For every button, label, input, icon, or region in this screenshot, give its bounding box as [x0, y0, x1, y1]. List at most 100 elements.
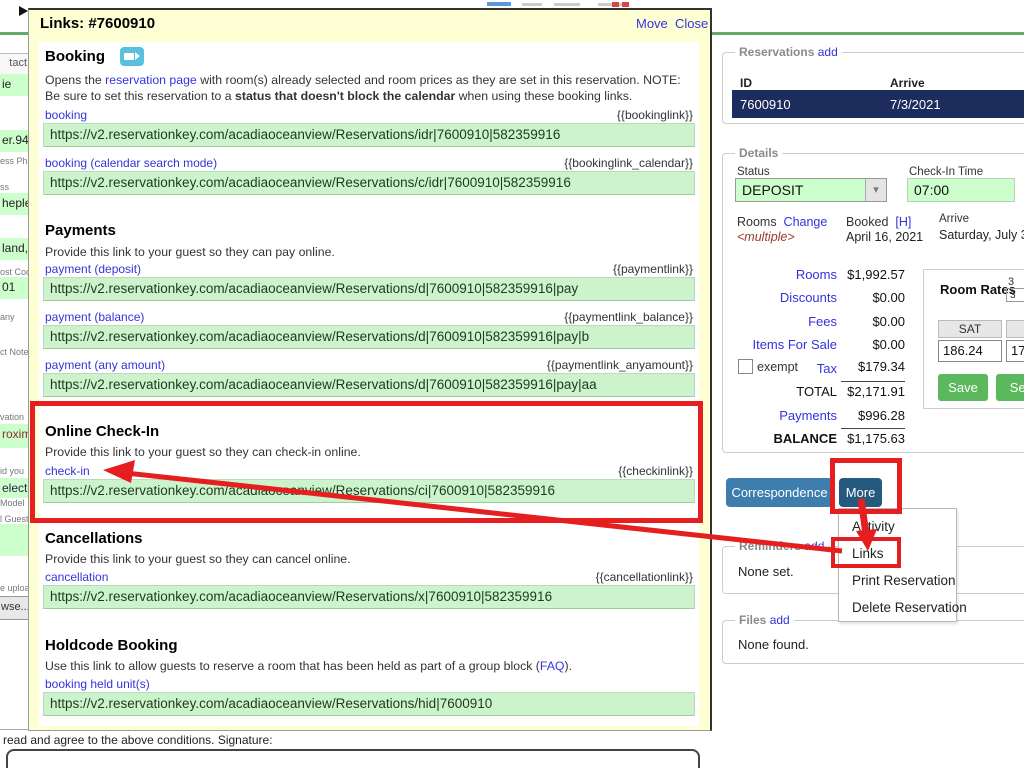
form-label-fragment: vation: [0, 412, 25, 422]
checkin-time-input[interactable]: 07:00: [907, 178, 1015, 202]
form-label-fragment: id you: [0, 466, 25, 476]
financial-tax-value: $179.34: [858, 359, 905, 374]
signature-box[interactable]: [6, 749, 700, 768]
modal-close-link[interactable]: Close: [675, 16, 709, 31]
total-divider-line: [841, 381, 905, 382]
checkin-placeholder: {{checkinlink}}: [618, 464, 693, 478]
room-rates-set-button[interactable]: Set R: [996, 374, 1024, 401]
financial-discounts-value: $0.00: [872, 290, 905, 305]
cancellation-url-field[interactable]: https://v2.reservationkey.com/acadiaocea…: [43, 585, 695, 609]
booking-held-link[interactable]: booking held unit(s): [45, 677, 150, 691]
chevron-down-icon: ▾: [873, 184, 879, 196]
checkin-url-field[interactable]: https://v2.reservationkey.com/acadiaocea…: [43, 479, 695, 503]
camera-lens-icon: [135, 52, 140, 60]
rooms-multiple-value: <multiple>: [737, 230, 795, 244]
cancellations-description: Provide this link to your guest so they …: [45, 552, 351, 566]
room-rates-nights: 3: [1008, 276, 1015, 288]
tax-exempt-label: exempt: [757, 360, 798, 374]
room-rates-card: Room Rates 3 3 SAT S 186.24 176. Save Se…: [923, 269, 1024, 409]
cancellation-link[interactable]: cancellation: [45, 570, 109, 584]
booking-description: Opens the reservation page with room(s) …: [45, 73, 681, 103]
payment-balance-url-field[interactable]: https://v2.reservationkey.com/acadiaocea…: [43, 325, 695, 349]
financial-rooms-value: $1,992.57: [847, 267, 905, 282]
top-toolbar-fragment-red2: [622, 2, 629, 7]
reservations-panel: Reservations add ID Arrive 7600910 7/3/2…: [722, 45, 1024, 124]
booking-calendar-url-field[interactable]: https://v2.reservationkey.com/acadiaocea…: [43, 171, 695, 195]
financial-rooms-link[interactable]: Rooms: [795, 267, 837, 282]
more-button[interactable]: More: [839, 478, 882, 507]
payments-description: Provide this link to your guest so they …: [45, 245, 335, 259]
holdcode-heading: Holdcode Booking: [45, 637, 178, 654]
checkin-link[interactable]: check-in: [45, 464, 90, 478]
status-select[interactable]: DEPOSIT ▾: [735, 178, 887, 202]
form-field-fragment: [0, 524, 28, 556]
menu-item-delete-reservation[interactable]: Delete Reservation: [852, 600, 967, 615]
rooms-label: Rooms: [737, 215, 777, 229]
rooms-change-link[interactable]: Change: [783, 215, 828, 229]
payment-anyamount-link[interactable]: payment (any amount): [45, 358, 166, 372]
checkin-time-label: Check-In Time: [909, 166, 984, 178]
financial-total-value: $2,171.91: [847, 384, 905, 399]
reservations-add-link[interactable]: add: [817, 45, 838, 59]
form-label-fragment: l Guest: [0, 514, 29, 524]
booked-history-link[interactable]: [H]: [895, 215, 912, 229]
payment-deposit-url-field[interactable]: https://v2.reservationkey.com/acadiaocea…: [43, 277, 695, 301]
reservation-row-arrive: 7/3/2021: [890, 97, 941, 112]
menu-item-print-reservation[interactable]: Print Reservation: [852, 573, 956, 588]
financial-tax-link[interactable]: Tax: [816, 361, 837, 376]
financial-fees-link[interactable]: Fees: [808, 314, 837, 329]
financial-discounts-link[interactable]: Discounts: [779, 290, 837, 305]
faq-link[interactable]: FAQ: [539, 659, 565, 673]
room-rate-input-sat[interactable]: 186.24: [938, 340, 1002, 362]
browse-button-fragment[interactable]: wse...: [0, 596, 30, 620]
room-rates-col2-header: S: [1006, 320, 1024, 338]
booking-held-url-field[interactable]: https://v2.reservationkey.com/acadiaocea…: [43, 692, 695, 716]
reservation-page-link[interactable]: reservation page: [105, 73, 197, 87]
financial-payments-value: $996.28: [858, 408, 905, 423]
top-toolbar-fragment-red1: [612, 2, 619, 7]
booking-calendar-link[interactable]: booking (calendar search mode): [45, 156, 218, 170]
reminders-add-link[interactable]: add: [804, 539, 825, 553]
modal-move-link[interactable]: Move: [636, 16, 668, 31]
menu-item-activity[interactable]: Activity: [852, 519, 895, 534]
form-label-fragment: ct Note: [0, 347, 29, 357]
payments-heading: Payments: [45, 222, 116, 239]
top-toolbar-fragment-gray2: [554, 3, 580, 6]
room-rates-col1-header: SAT: [938, 320, 1002, 338]
collapse-triangle-icon[interactable]: [19, 6, 28, 16]
booking-calendar-placeholder: {{bookinglink_calendar}}: [564, 156, 693, 170]
camera-body-icon: [124, 53, 134, 60]
booking-link[interactable]: booking: [45, 108, 88, 122]
form-label-fragment: ess Pho: [0, 156, 33, 166]
room-rates-nights-input[interactable]: 3: [1006, 288, 1024, 302]
booking-heading: Booking: [45, 48, 105, 65]
financial-balance-label: BALANCE: [773, 431, 837, 446]
form-field-fragment: er.94: [0, 130, 30, 152]
payment-anyamount-placeholder: {{paymentlink_anyamount}}: [546, 358, 693, 372]
payment-deposit-link[interactable]: payment (deposit): [45, 262, 142, 276]
files-add-link[interactable]: add: [769, 613, 790, 627]
status-select-arrow-button[interactable]: ▾: [865, 179, 886, 201]
room-rate-input-sun[interactable]: 176.: [1006, 340, 1024, 362]
contact-tab-fragment[interactable]: tact: [0, 53, 30, 75]
financial-items-value: $0.00: [872, 337, 905, 352]
payment-anyamount-url-field[interactable]: https://v2.reservationkey.com/acadiaocea…: [43, 373, 695, 397]
payment-balance-link[interactable]: payment (balance): [45, 310, 145, 324]
correspondence-button[interactable]: Correspondence: [726, 478, 833, 507]
financial-items-link[interactable]: Items For Sale: [752, 337, 837, 352]
room-rates-save-button[interactable]: Save: [938, 374, 988, 401]
video-tutorial-icon[interactable]: [120, 47, 144, 66]
financial-payments-link[interactable]: Payments: [779, 408, 837, 423]
payment-balance-placeholder: {{paymentlink_balance}}: [564, 310, 693, 324]
signature-instructions: read and agree to the above conditions. …: [3, 733, 273, 747]
tax-exempt-checkbox[interactable]: [738, 359, 753, 374]
reservation-row[interactable]: 7600910 7/3/2021: [732, 90, 1024, 118]
files-empty-text: None found.: [738, 637, 809, 652]
form-field-fragment: ie: [0, 74, 30, 96]
booking-placeholder: {{bookinglink}}: [616, 108, 693, 122]
menu-item-links[interactable]: Links: [852, 546, 884, 561]
reservation-row-id: 7600910: [740, 97, 791, 112]
reservations-col-arrive: Arrive: [890, 76, 925, 90]
booking-url-field[interactable]: https://v2.reservationkey.com/acadiaocea…: [43, 123, 695, 147]
modal-content: Booking Opens the reservation page with …: [39, 42, 699, 726]
